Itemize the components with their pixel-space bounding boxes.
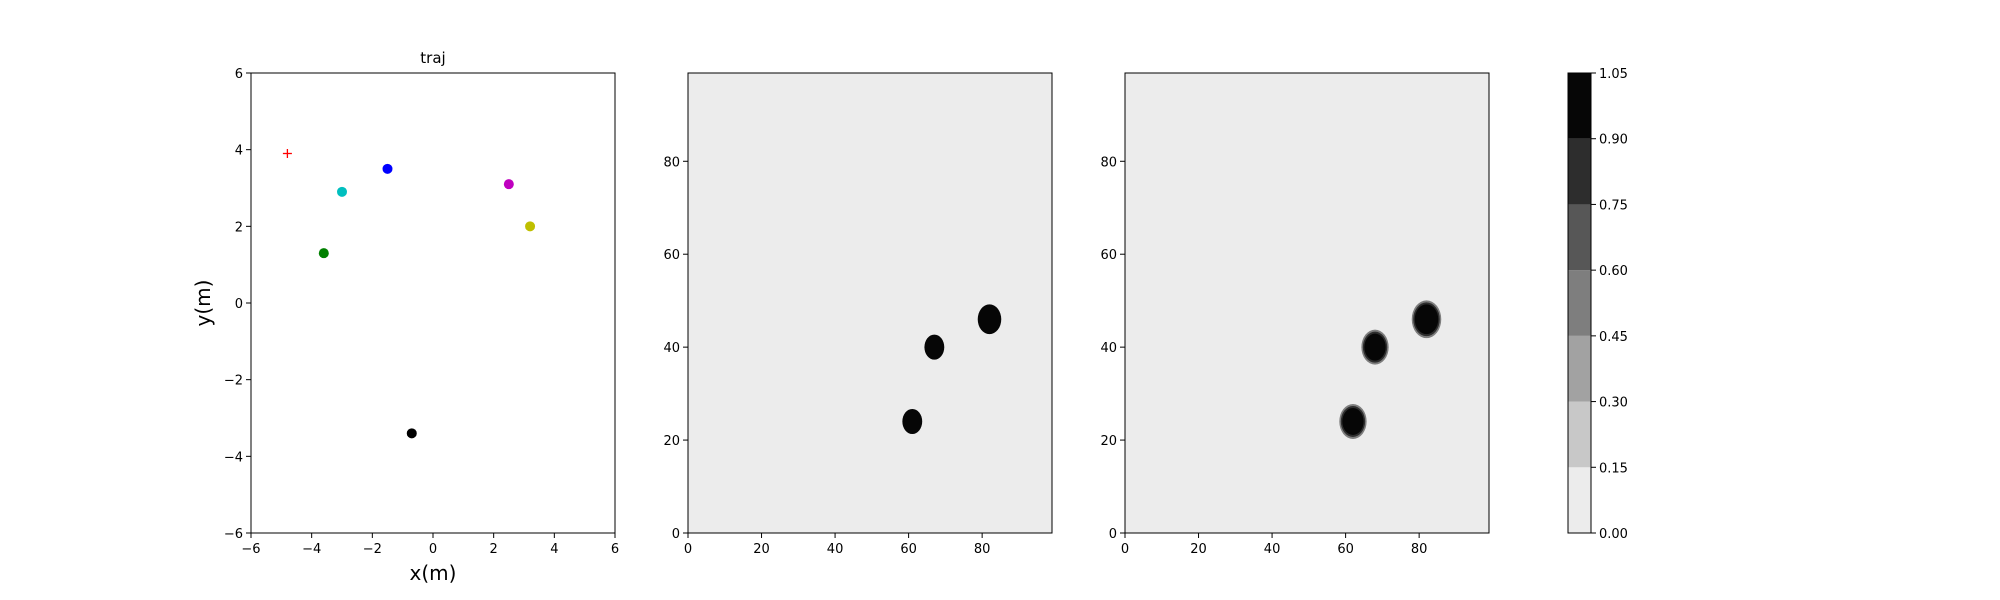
colorbar-segments — [1568, 73, 1591, 533]
traj-y-tick-label: 6 — [235, 67, 243, 82]
map2-y-tick-label: 0 — [1109, 527, 1117, 542]
heatmap-blob — [924, 334, 945, 360]
colorbar-tick-label: 0.00 — [1599, 527, 1628, 542]
heatmap-blob — [1411, 300, 1442, 339]
traj-x-tick-label: 2 — [490, 542, 498, 557]
map1-axes-frame — [687, 72, 1053, 534]
heatmap-background — [688, 73, 1052, 533]
scatter-point — [382, 163, 393, 174]
traj-y-tick-label: −4 — [224, 450, 243, 465]
colorbar-segment — [1568, 138, 1591, 205]
traj-y-tick-label: 0 — [235, 297, 243, 312]
map2-x-tick-label: 40 — [1264, 542, 1281, 557]
heatmap-background — [1125, 73, 1489, 533]
traj-y-tick-label: −2 — [224, 374, 243, 389]
colorbar-segment — [1568, 73, 1591, 139]
traj-x-tick-label: −6 — [241, 542, 260, 557]
map2-y-tick-label: 60 — [1100, 248, 1117, 263]
colorbar-frame — [1567, 72, 1592, 534]
scatter-point — [525, 221, 536, 232]
map2-y-tick-label: 40 — [1100, 341, 1117, 356]
traj-y-axis-label: y(m) — [191, 280, 215, 327]
map2-x-tick-label: 60 — [1337, 542, 1354, 557]
colorbar-segment — [1568, 401, 1591, 468]
map2-marks — [1125, 73, 1489, 533]
colorbar-tick-label: 0.60 — [1599, 264, 1628, 279]
map1-x-tick-label: 20 — [753, 542, 770, 557]
map1-x-tick-label: 80 — [974, 542, 991, 557]
traj-y-ticks: −6 −4 −2 0 2 4 6 — [224, 67, 251, 542]
colorbar-tick-label: 0.15 — [1599, 461, 1628, 476]
map2-x-tick-label: 0 — [1121, 542, 1129, 557]
map2-y-ticks: 0 20 40 60 80 — [1100, 155, 1125, 542]
map1-x-tick-label: 60 — [900, 542, 917, 557]
map1-x-tick-label: 0 — [684, 542, 692, 557]
map2-axes-frame — [1124, 72, 1490, 534]
heatmap-blob — [977, 304, 1002, 335]
colorbar-tick-label: 0.75 — [1599, 198, 1628, 213]
traj-x-ticks: −6 −4 −2 0 2 4 6 — [241, 533, 619, 557]
map1-x-tick-label: 40 — [827, 542, 844, 557]
traj-y-tick-label: 4 — [235, 144, 243, 159]
traj-x-tick-label: −2 — [363, 542, 382, 557]
traj-x-tick-label: 4 — [550, 542, 558, 557]
scatter-point-plus — [282, 149, 292, 158]
map2-y-tick-label: 20 — [1100, 434, 1117, 449]
colorbar-tick-label: 0.30 — [1599, 396, 1628, 411]
occupancy-map-2-panel: 0 20 40 60 80 0 20 40 60 80 — [1100, 72, 1490, 557]
traj-marks — [282, 149, 536, 439]
colorbar-segment — [1568, 335, 1591, 402]
map1-marks — [688, 73, 1052, 533]
occupancy-map-1-panel: 0 20 40 60 80 0 20 40 60 80 — [663, 72, 1053, 557]
colorbar-tick-label: 1.05 — [1599, 67, 1628, 82]
traj-title: traj — [420, 49, 445, 67]
map2-x-ticks: 0 20 40 60 80 — [1121, 533, 1428, 557]
colorbar-segment — [1568, 204, 1591, 271]
traj-y-tick-label: −6 — [224, 527, 243, 542]
map1-y-tick-label: 80 — [663, 155, 680, 170]
map2-y-tick-label: 80 — [1100, 155, 1117, 170]
map2-x-tick-label: 80 — [1411, 542, 1428, 557]
traj-x-tick-label: 0 — [429, 542, 437, 557]
colorbar-tick-label: 0.90 — [1599, 133, 1628, 148]
map1-y-tick-label: 60 — [663, 248, 680, 263]
traj-scatter-panel: traj −6 −4 −2 0 2 4 6 −6 −4 −2 0 2 4 6 x(m) y(m) — [191, 49, 619, 585]
map2-x-tick-label: 20 — [1190, 542, 1207, 557]
map1-y-ticks: 0 20 40 60 80 — [663, 155, 688, 542]
traj-y-tick-label: 2 — [235, 220, 243, 235]
scatter-point — [406, 428, 417, 439]
map1-x-ticks: 0 20 40 60 80 — [684, 533, 991, 557]
heatmap-blob — [902, 408, 923, 435]
traj-x-tick-label: −4 — [302, 542, 321, 557]
colorbar-segment — [1568, 467, 1591, 533]
traj-x-tick-label: 6 — [611, 542, 619, 557]
colorbar-ticks: 0.00 0.15 0.30 0.45 0.60 0.75 0.90 1.05 — [1591, 67, 1628, 542]
map1-y-tick-label: 20 — [663, 434, 680, 449]
scatter-point — [318, 248, 329, 259]
scatter-point — [337, 186, 347, 197]
heatmap-blob — [1339, 404, 1367, 439]
scatter-point — [503, 179, 514, 190]
map1-y-tick-label: 40 — [663, 341, 680, 356]
colorbar: 0.00 0.15 0.30 0.45 0.60 0.75 0.90 1.05 — [1567, 67, 1628, 542]
colorbar-segment — [1568, 270, 1591, 336]
map1-y-tick-label: 0 — [672, 527, 680, 542]
colorbar-tick-label: 0.45 — [1599, 330, 1628, 345]
traj-x-axis-label: x(m) — [410, 561, 457, 585]
traj-axes-frame — [250, 72, 616, 534]
heatmap-blob — [1361, 329, 1389, 365]
